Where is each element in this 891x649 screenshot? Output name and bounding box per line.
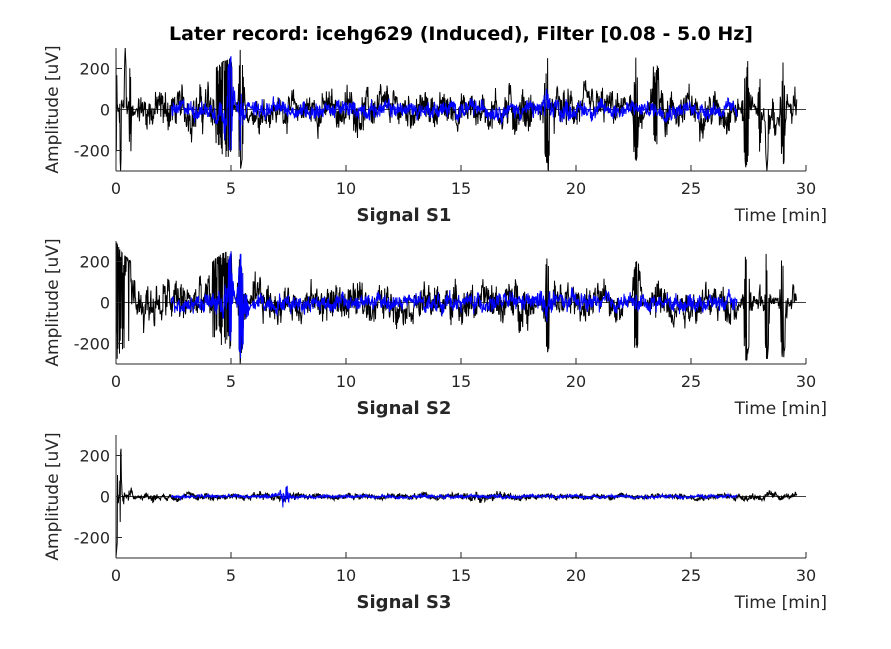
filtered-signal-line (170, 251, 738, 359)
x-tick-label: 0 (111, 179, 121, 198)
y-axis-label: Amplitude [uV] (43, 238, 63, 366)
x-tick-label: 20 (566, 372, 586, 391)
x-tick-label: 30 (796, 372, 816, 391)
y-tick-label: 0 (100, 294, 110, 313)
x-tick-label: 20 (566, 566, 586, 585)
x-tick-label: 0 (111, 372, 121, 391)
x-axis-label: Signal S3 (357, 592, 452, 613)
x-tick-label: 20 (566, 179, 586, 198)
raw-signal-line (116, 48, 798, 171)
x-tick-label: 25 (681, 566, 701, 585)
x-tick-label: 30 (796, 566, 816, 585)
x-tick-label: 5 (226, 372, 236, 391)
y-axis-label: Amplitude [uV] (43, 45, 63, 173)
x-tick-label: 10 (336, 372, 356, 391)
x-tick-label: 10 (336, 179, 356, 198)
x-tick-label: 15 (451, 566, 471, 585)
y-tick-label: -200 (74, 142, 110, 161)
x-tick-label: 5 (226, 179, 236, 198)
x-axis-label: Signal S2 (357, 398, 452, 419)
x-tick-label: 0 (111, 566, 121, 585)
figure-title: Later record: icehg629 (Induced), Filter… (169, 23, 753, 45)
x-tick-label: 10 (336, 566, 356, 585)
filtered-signal-line (170, 56, 738, 151)
y-tick-label: -200 (74, 529, 110, 548)
x-tick-label: 30 (796, 179, 816, 198)
y-tick-label: 200 (79, 253, 110, 272)
x-tick-label: 25 (681, 179, 701, 198)
filtered-signal-line (170, 485, 738, 508)
y-tick-label: 0 (100, 101, 110, 120)
y-tick-label: -200 (74, 335, 110, 354)
x-tick-label: 15 (451, 372, 471, 391)
raw-signal-line (116, 448, 798, 558)
y-tick-label: 200 (79, 447, 110, 466)
x-unit-label: Time [min] (734, 206, 827, 226)
y-axis-label: Amplitude [uV] (43, 432, 63, 560)
x-axis-label: Signal S1 (357, 205, 452, 226)
x-tick-label: 25 (681, 372, 701, 391)
x-tick-label: 15 (451, 179, 471, 198)
y-tick-label: 200 (79, 60, 110, 79)
x-tick-label: 5 (226, 566, 236, 585)
x-unit-label: Time [min] (734, 593, 827, 613)
x-unit-label: Time [min] (734, 399, 827, 419)
y-tick-label: 0 (100, 488, 110, 507)
